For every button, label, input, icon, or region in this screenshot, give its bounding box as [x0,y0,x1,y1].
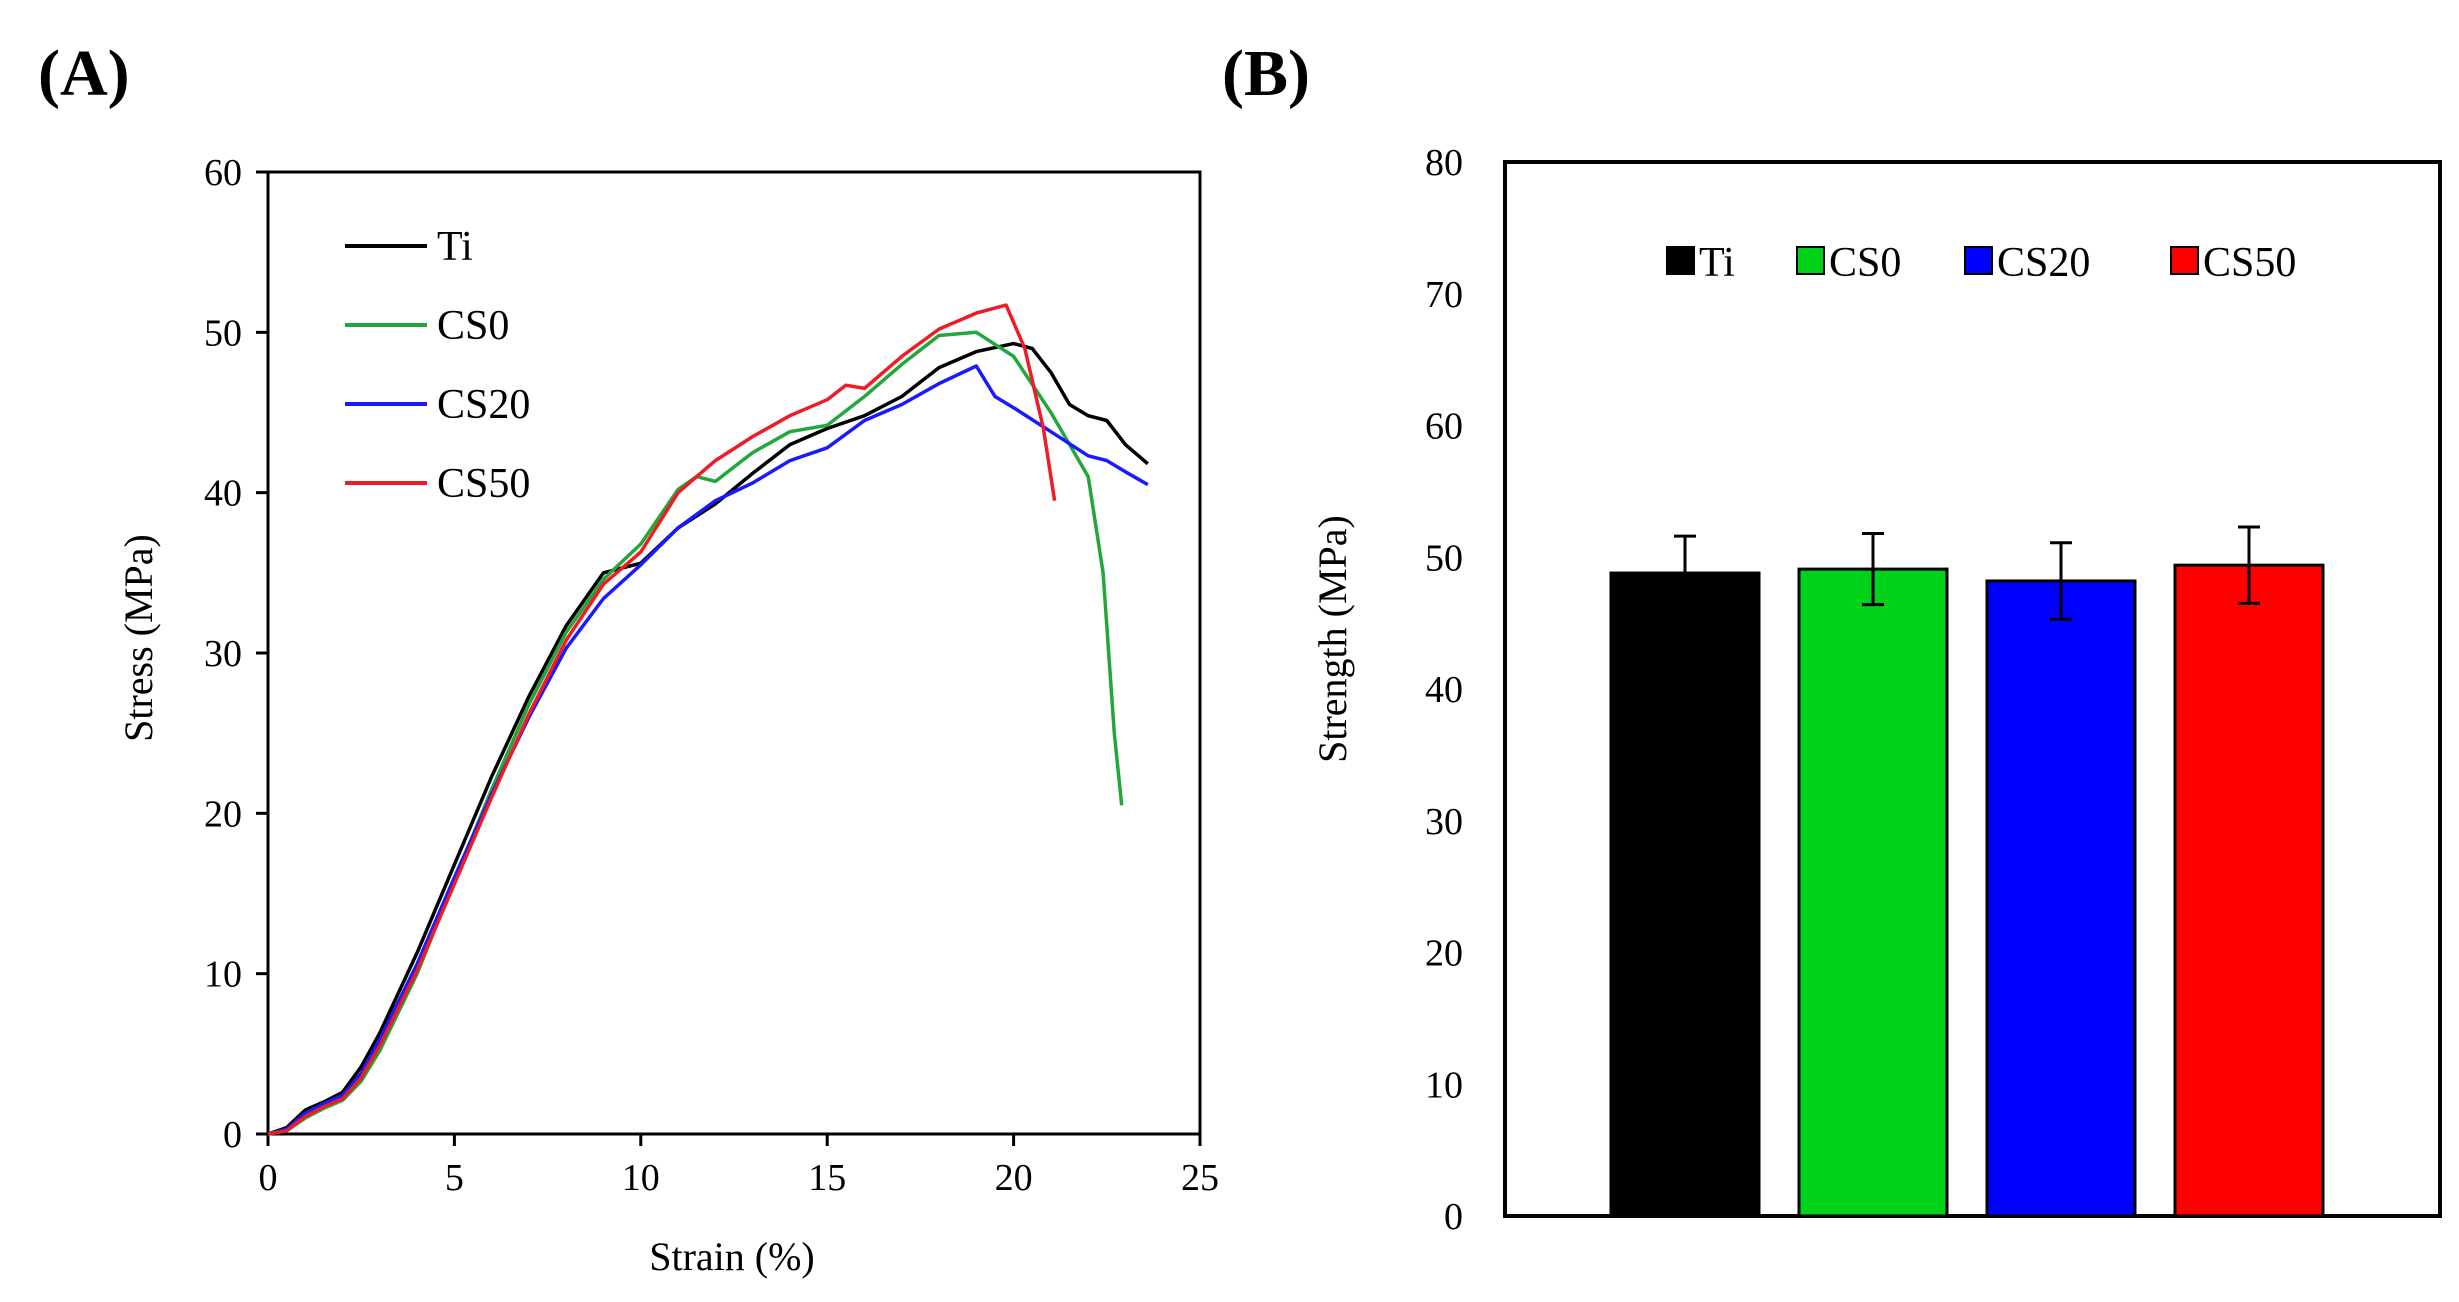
y-tick-label-b: 20 [1425,933,1463,975]
bar-cs0 [1797,567,1949,1218]
bar-ti [1609,571,1761,1218]
y-tick-label-a: 30 [204,633,242,675]
legend-label-b-cs50: CS50 [2203,240,2296,286]
legend-label-a-cs50: CS50 [437,461,530,507]
legend-swatch-b-cs50 [2170,246,2199,275]
legend-label-b-ti: Ti [1699,240,1735,286]
y-tick-label-b: 40 [1425,669,1463,711]
y-tick-label-b: 60 [1425,406,1463,448]
y-tick-label-b: 10 [1425,1064,1463,1106]
y-tick-label-a: 10 [204,954,242,996]
y-tick-label-a: 20 [204,793,242,835]
y-tick-label-a: 0 [223,1114,242,1156]
legend-swatch-b-cs0 [1796,246,1825,275]
legend-swatch-b-ti [1666,246,1695,275]
x-tick-label-a: 0 [259,1157,278,1199]
panel-label-b: (B) [1222,37,1310,110]
x-axis-title-a: Strain (%) [649,1234,815,1279]
legend-label-a-cs20: CS20 [437,382,530,428]
bar-cs50 [2173,563,2325,1218]
plot-frame-b [1503,160,2442,1218]
y-tick-label-b: 50 [1425,537,1463,579]
series-line-ti [267,341,1149,1136]
legend-swatch-b-cs20 [1964,246,1993,275]
x-tick-label-a: 15 [808,1157,846,1199]
legend-label-b-cs20: CS20 [1997,240,2090,286]
y-tick-label-a: 40 [204,473,242,515]
x-tick-label-a: 5 [445,1157,464,1199]
y-tick-label-a: 50 [204,312,242,354]
legend-label-a-ti: Ti [437,224,473,270]
legend-label-a-cs0: CS0 [437,303,509,349]
y-tick-label-b: 70 [1425,274,1463,316]
x-tick-label-a: 25 [1181,1157,1219,1199]
bar-cs20 [1985,579,2137,1218]
legend-label-b-cs0: CS0 [1829,240,1901,286]
series-line-cs20 [267,364,1149,1136]
y-axis-title-a: Stress (MPa) [116,534,161,742]
y-tick-label-b: 80 [1425,142,1463,184]
x-tick-label-a: 20 [995,1157,1033,1199]
x-tick-label-a: 10 [622,1157,660,1199]
y-tick-label-b: 0 [1444,1196,1463,1238]
y-axis-title-b: Strength (MPa) [1310,515,1355,763]
panel-label-a: (A) [38,37,130,110]
series-line-cs50 [267,303,1057,1136]
strength-bar-chart: Strength (MPa) 0 10 20 30 40 50 60 70 80 Ti CS0 CS2… [1310,142,2442,1238]
y-tick-label-a: 60 [204,152,242,194]
stress-strain-chart: Strain (%) Stress (MPa) 0 5 10 15 20 25 0 10 20 3… [116,152,1219,1279]
y-tick-label-b: 30 [1425,801,1463,843]
